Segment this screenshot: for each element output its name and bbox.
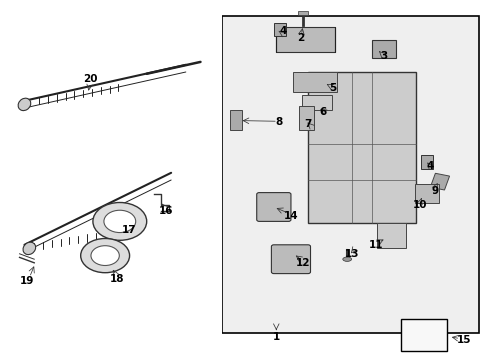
Bar (302, 95, 331, 110)
Text: 3: 3 (380, 51, 386, 61)
Text: 1: 1 (272, 332, 279, 342)
Ellipse shape (81, 239, 129, 273)
Bar (299, 106, 313, 130)
Ellipse shape (18, 98, 31, 111)
Text: 7: 7 (304, 119, 311, 129)
Text: 4: 4 (279, 26, 287, 36)
Bar (0, 0, 222, 360)
Bar (298, 11, 307, 15)
Text: 19: 19 (20, 276, 34, 286)
Text: 2: 2 (297, 33, 304, 43)
Bar (222, 16, 478, 333)
Text: 10: 10 (412, 200, 427, 210)
Bar (273, 23, 285, 36)
Text: 18: 18 (110, 274, 124, 284)
Bar (229, 110, 242, 130)
Text: 11: 11 (368, 240, 383, 250)
Bar (307, 72, 415, 223)
Bar (376, 223, 405, 248)
Ellipse shape (93, 202, 146, 240)
Text: 8: 8 (275, 117, 282, 127)
Text: 4: 4 (426, 161, 433, 171)
Bar (371, 40, 395, 58)
Text: 12: 12 (295, 258, 310, 268)
Bar (400, 319, 447, 351)
Text: 20: 20 (83, 74, 98, 84)
Text: 9: 9 (431, 186, 438, 196)
Ellipse shape (91, 246, 119, 266)
FancyBboxPatch shape (256, 193, 290, 221)
Bar (293, 72, 337, 92)
Text: 6: 6 (319, 107, 325, 117)
Text: 16: 16 (159, 206, 173, 216)
Bar (276, 27, 334, 52)
Ellipse shape (342, 257, 351, 261)
Ellipse shape (103, 210, 136, 233)
Bar (420, 155, 432, 169)
Bar (414, 184, 438, 203)
Text: 17: 17 (122, 225, 137, 235)
Text: 14: 14 (283, 211, 298, 221)
FancyBboxPatch shape (271, 245, 310, 274)
Text: 13: 13 (344, 249, 359, 259)
Bar (429, 173, 448, 190)
Ellipse shape (23, 242, 36, 255)
Text: 5: 5 (328, 83, 335, 93)
Text: 15: 15 (456, 335, 471, 345)
